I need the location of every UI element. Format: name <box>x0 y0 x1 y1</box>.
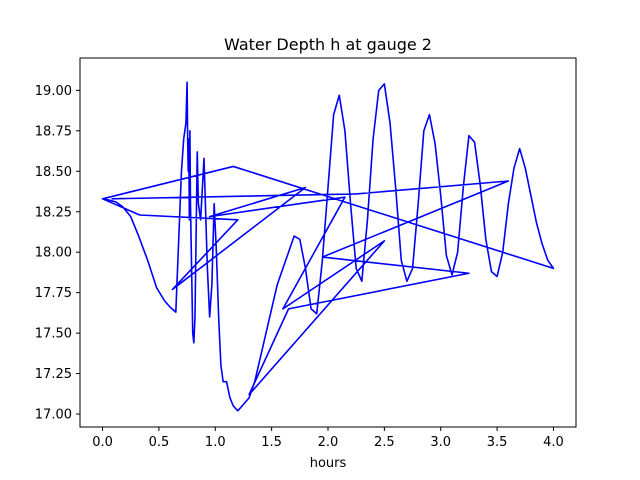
series-layer <box>101 81 555 412</box>
y-axis: 17.00 17.25 17.50 17.75 18.00 18.25 18.50 18.75… <box>35 84 80 423</box>
x-axis: 0.0 0.5 1.0 1.5 2.0 2.5 3.0 3.5 4.0 <box>92 427 564 450</box>
y-tick-label: 18.50 <box>35 165 72 180</box>
y-tick-label: 18.75 <box>35 124 72 139</box>
x-tick-label: 0.5 <box>149 435 170 450</box>
y-tick-label: 18.25 <box>35 205 72 220</box>
x-tick-label: 2.0 <box>318 435 339 450</box>
x-tick-label: 1.0 <box>205 435 226 450</box>
y-tick-label: 17.00 <box>35 408 72 423</box>
x-tick-label: 0.0 <box>92 435 113 450</box>
y-tick-label: 17.25 <box>35 367 72 382</box>
x-tick-label: 3.5 <box>487 435 508 450</box>
y-tick-label: 17.50 <box>35 327 72 342</box>
series-line-0 <box>101 81 555 412</box>
x-tick-label: 1.5 <box>261 435 282 450</box>
y-tick-label: 18.00 <box>35 246 72 261</box>
x-tick-label: 3.0 <box>430 435 451 450</box>
x-tick-label: 4.0 <box>543 435 564 450</box>
y-tick-label: 17.75 <box>35 286 72 301</box>
y-tick-label: 19.00 <box>35 84 72 99</box>
x-axis-title: hours <box>310 456 347 471</box>
x-tick-label: 2.5 <box>374 435 395 450</box>
chart-title: Water Depth h at gauge 2 <box>224 35 432 54</box>
